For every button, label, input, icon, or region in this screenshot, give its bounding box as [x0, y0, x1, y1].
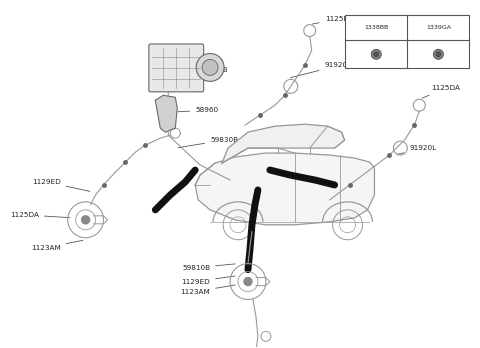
- Circle shape: [196, 54, 224, 81]
- Text: 58920: 58920: [202, 60, 223, 65]
- Circle shape: [244, 278, 252, 286]
- Circle shape: [202, 60, 218, 76]
- Text: 1338BB: 1338BB: [364, 25, 388, 30]
- Polygon shape: [222, 124, 345, 163]
- Polygon shape: [156, 95, 177, 132]
- Circle shape: [82, 216, 90, 224]
- Text: 1125DA: 1125DA: [312, 16, 354, 24]
- Circle shape: [371, 49, 381, 59]
- Text: 91920L: 91920L: [397, 145, 436, 155]
- Polygon shape: [195, 153, 374, 225]
- Text: 59830B: 59830B: [178, 137, 238, 148]
- Text: 1125DA: 1125DA: [10, 212, 70, 218]
- Text: 1123AM: 1123AM: [31, 240, 83, 251]
- Text: 58960: 58960: [171, 107, 218, 113]
- Text: 1339GA: 1339GA: [426, 25, 451, 30]
- Text: 1129ED: 1129ED: [32, 179, 90, 191]
- FancyBboxPatch shape: [149, 44, 204, 92]
- Text: 1123AM: 1123AM: [180, 285, 235, 294]
- Circle shape: [433, 49, 444, 59]
- Circle shape: [374, 52, 379, 57]
- Text: 59810B: 59810B: [182, 264, 235, 271]
- Text: 1125DA: 1125DA: [0, 347, 1, 348]
- Bar: [345, 15, 469, 68]
- Text: 91920R: 91920R: [290, 62, 353, 78]
- Text: 58910B: 58910B: [202, 68, 228, 73]
- Circle shape: [436, 52, 441, 57]
- Text: 1125DA: 1125DA: [422, 85, 460, 98]
- Text: 1129ED: 1129ED: [181, 276, 235, 285]
